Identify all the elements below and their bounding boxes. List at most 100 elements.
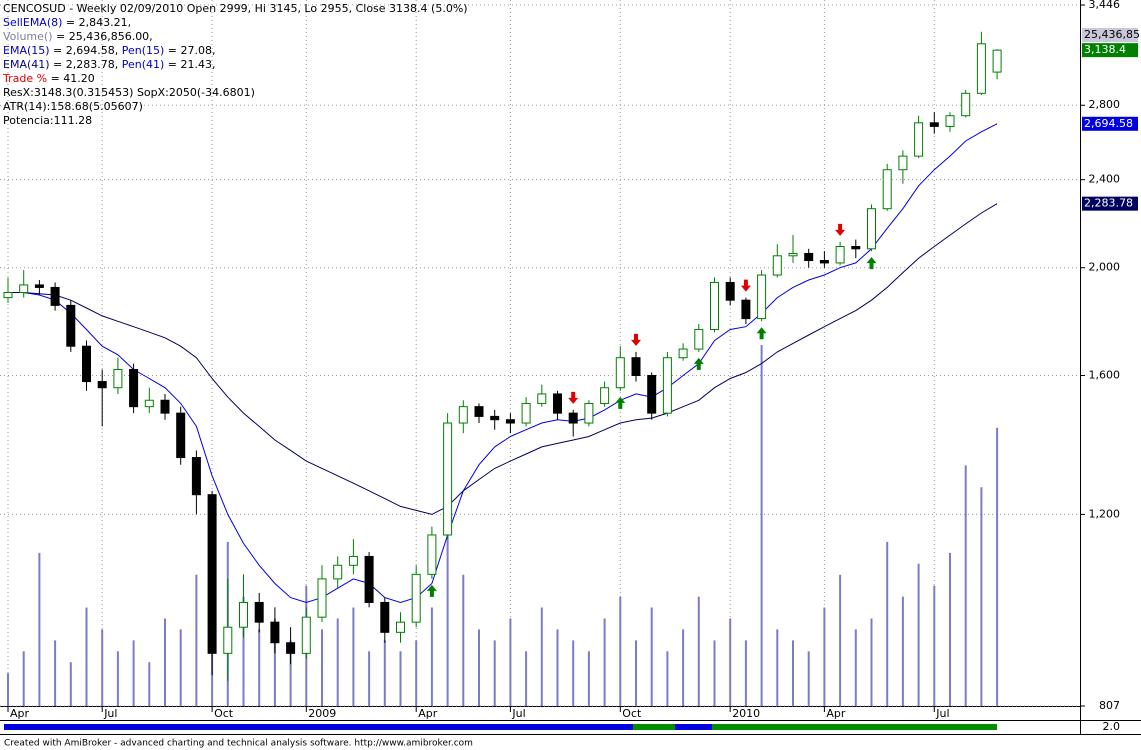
candle-body (364, 555, 374, 603)
candle-body (380, 601, 390, 633)
candle-body (129, 368, 139, 408)
info-text: = 27.08, (164, 44, 215, 57)
candle-body (239, 601, 248, 628)
candle-body (976, 43, 986, 94)
info-line: EMA(41) = 2,283.78, Pen(41) = 21.43, (3, 58, 216, 71)
price-tag: 2,694.58 (1084, 117, 1133, 130)
candle-body (19, 284, 29, 293)
indicator-strip-green (712, 724, 997, 730)
info-text: Trade % (2, 72, 47, 85)
price-tag-box (1082, 116, 1138, 131)
footer: Created with AmiBroker - advanced charti… (4, 739, 473, 749)
info-text: ResX:3148.3(0.315453) SopX:2050(-34.6801… (3, 86, 255, 99)
candle-body (694, 328, 704, 350)
x-tick-label: 2010 (732, 707, 760, 720)
info-line: ResX:3148.3(0.315453) SopX:2050(-34.6801… (3, 86, 255, 99)
indicator-tick: 2.0 (1103, 720, 1121, 733)
candle-body (505, 419, 515, 424)
x-tick-label: 2009 (308, 707, 336, 720)
candle-body (191, 457, 201, 496)
candle-body (490, 415, 500, 421)
x-tick-label: Oct (622, 707, 642, 720)
y-tick-label: 2,800 (1089, 98, 1121, 111)
candle-body (600, 387, 610, 404)
info-text: = 41.20 (47, 72, 95, 85)
x-tick-label: Apr (418, 707, 438, 720)
info-line: Potencia:111.28 (3, 114, 92, 127)
price-tag-box (1082, 196, 1138, 211)
info-line: EMA(15) = 2,694.58, Pen(15) = 27.08, (3, 44, 216, 57)
candle-body (348, 555, 358, 566)
buy-arrow (693, 357, 704, 370)
candle-body (254, 601, 264, 623)
price-tag: 2,283.78 (1084, 197, 1133, 210)
sell-arrow (631, 333, 641, 346)
candle-body (631, 357, 641, 376)
volume-tag: 25,436,85 (1084, 28, 1140, 41)
x-tick-label: Jul (511, 707, 525, 720)
info-text: Pen(41) (122, 58, 165, 71)
info-text: SellEMA(8) (3, 16, 62, 29)
candle-body (788, 252, 798, 257)
indicator-strip-green (633, 724, 675, 730)
buy-arrow (756, 327, 767, 340)
info-line: Trade % = 41.20 (2, 72, 95, 85)
candle-body (521, 402, 531, 424)
candle-body (113, 368, 123, 389)
candle-body (992, 49, 1002, 73)
sell-arrow (568, 391, 579, 404)
x-tick-label: Jul (935, 707, 949, 720)
buy-arrow (615, 396, 626, 409)
candle-body (176, 412, 186, 459)
candle-body (50, 286, 60, 306)
candle-body (396, 621, 405, 633)
candle-body (757, 274, 767, 320)
info-text: Pen(15) (122, 44, 165, 57)
info-text: EMA(41) (3, 58, 50, 71)
candle-body (914, 122, 924, 157)
candle-body (662, 357, 672, 414)
candle-body (333, 564, 343, 580)
x-tick-label: Oct (214, 707, 234, 720)
candle-body (678, 348, 688, 359)
candle-body (317, 578, 327, 618)
candle-body (458, 406, 468, 424)
candle-body (584, 402, 594, 424)
info-line: ATR(14):158.68(5.05607) (3, 100, 143, 113)
candle-body (97, 381, 107, 389)
candle-body (443, 422, 453, 536)
candle-body (851, 245, 861, 250)
info-text: Potencia:111.28 (3, 114, 92, 127)
info-text: CENCOSUD - Weekly 02/09/2010 Open 2999, … (3, 2, 468, 15)
candle-body (537, 393, 547, 404)
info-text: = 2,843.21, (62, 16, 131, 29)
price-tag: 3,138.4 (1084, 43, 1126, 56)
x-tick-label: Jul (103, 707, 117, 720)
candle-body (301, 616, 311, 654)
candle-body (929, 122, 939, 127)
candle-body (82, 345, 91, 383)
candle-body (615, 357, 625, 389)
candle-body (553, 393, 562, 414)
info-text: = 2,283.78, (50, 58, 122, 71)
candle-body (710, 281, 719, 330)
x-tick-label: Apr (10, 707, 30, 720)
price-tag-box (1082, 43, 1138, 58)
candle-body (882, 169, 892, 210)
candle-body (819, 260, 829, 264)
sell-arrow (835, 223, 846, 236)
info-line: SellEMA(8) = 2,843.21, (3, 16, 131, 29)
candle-body (144, 399, 154, 408)
candle-body (725, 281, 735, 301)
candle-body (223, 626, 233, 654)
ema-line (8, 123, 998, 604)
y-tick-label: 1,600 (1089, 368, 1121, 381)
sell-arrow (740, 279, 751, 292)
candle-body (411, 573, 421, 623)
candle-body (647, 374, 657, 414)
y-tick-label: 3,446 (1089, 0, 1121, 11)
candle-body (474, 406, 484, 417)
info-text: = 21.43, (164, 58, 215, 71)
candle-body (66, 304, 76, 347)
y-tick-label: 807 (1099, 699, 1120, 712)
